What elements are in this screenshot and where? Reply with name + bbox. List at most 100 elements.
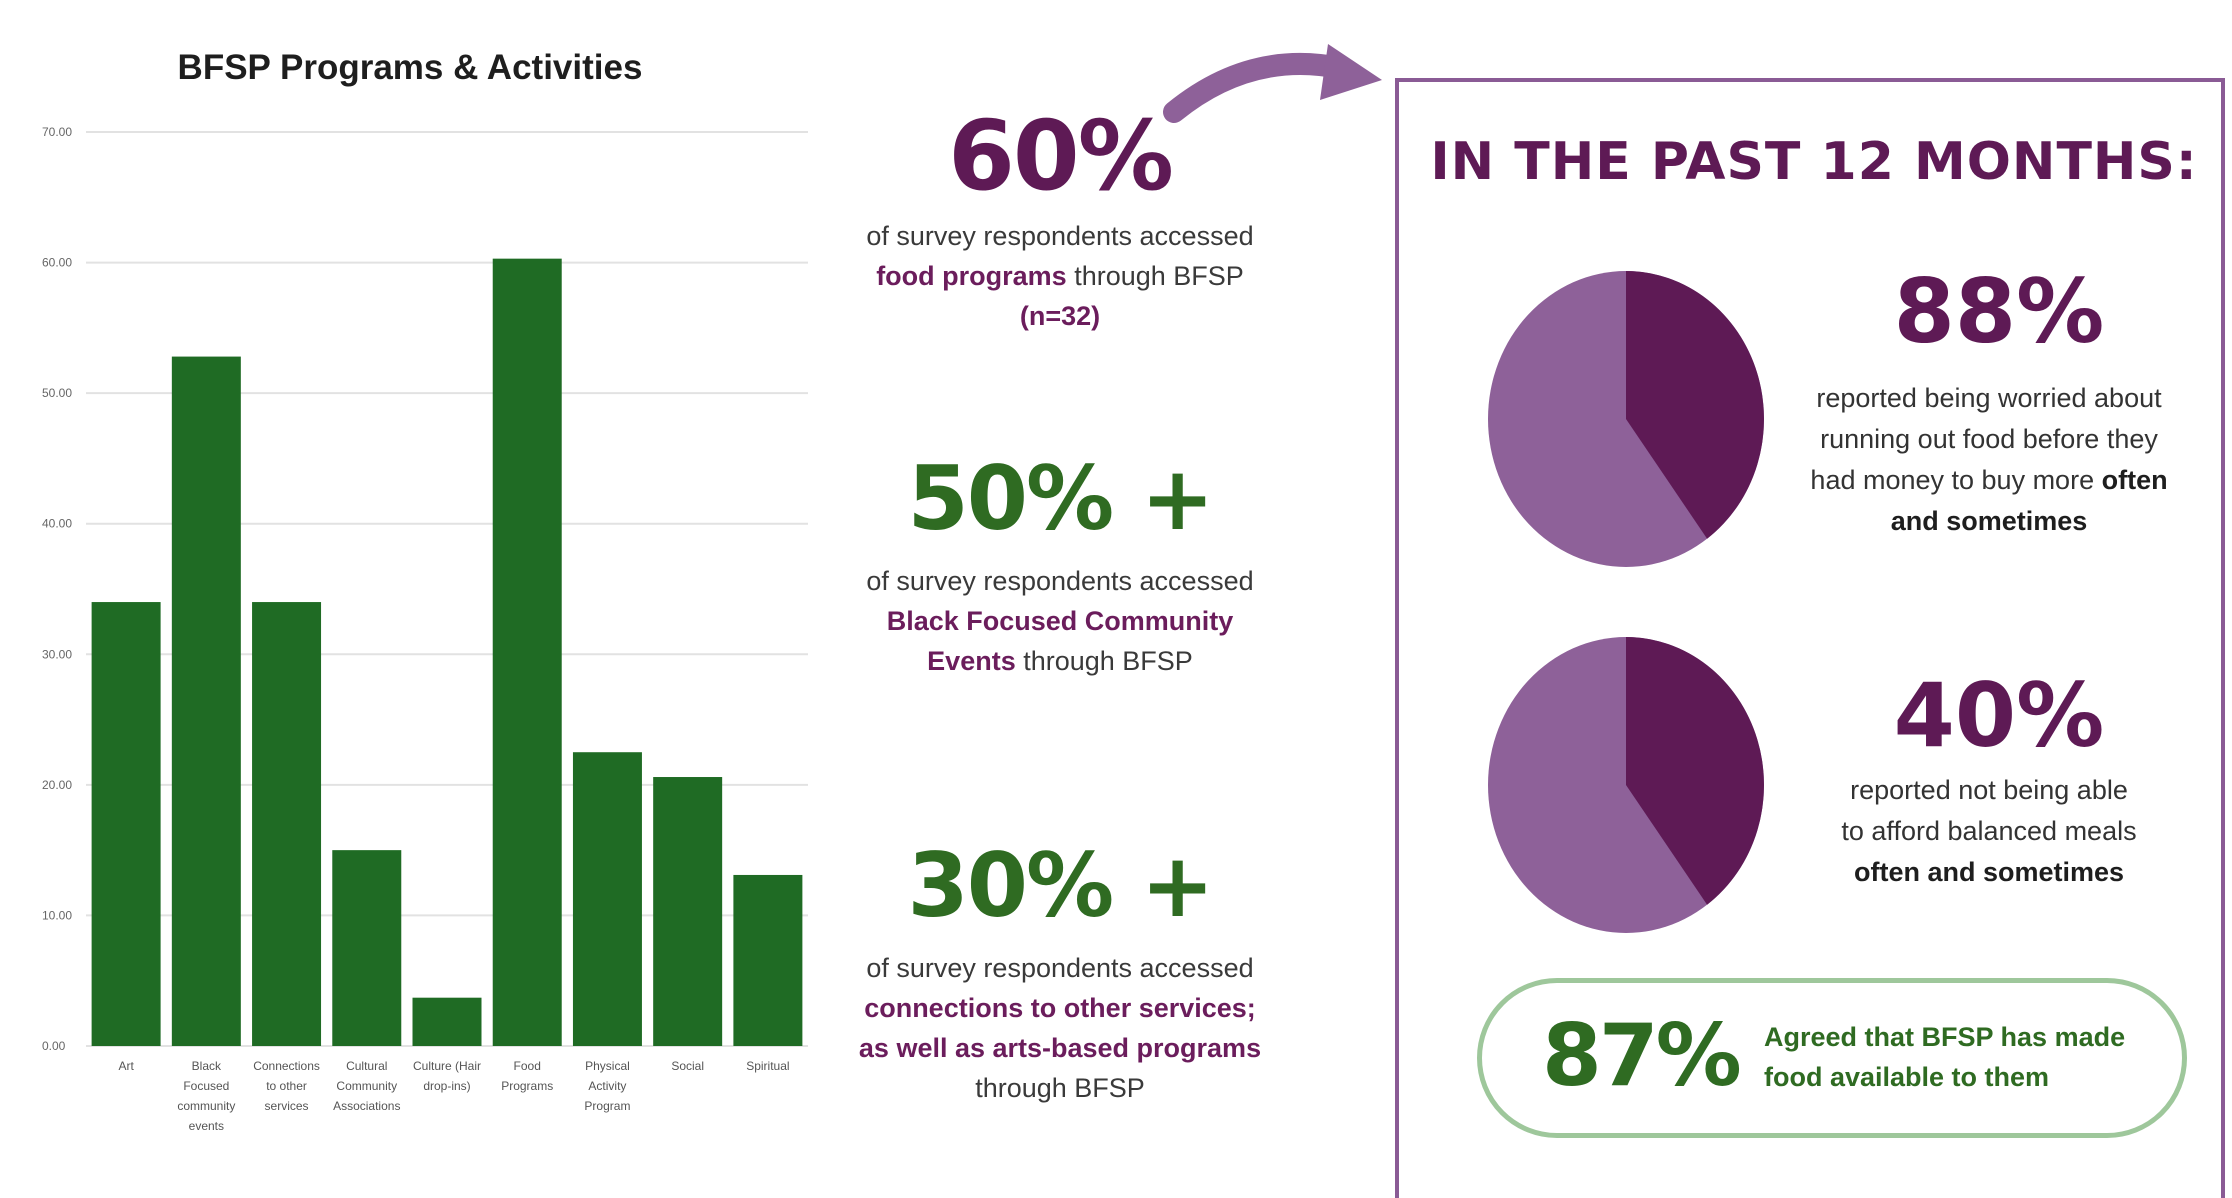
x-tick-label: Art [118,1059,134,1073]
bar [171,356,241,1046]
x-tick-label: services [265,1099,309,1113]
body-text: running out food before they [1820,424,2158,454]
bar-chart: 0.00 10.00 20.00 30.00 40.00 50.00 60.00 70.00 A… [42,125,808,1133]
bar [91,602,161,1046]
x-tick-label: Social [671,1059,704,1073]
agreement-value: 87% [1542,1006,1742,1106]
body-text: through BFSP [975,1073,1145,1103]
body-text: of survey respondents accessed [866,221,1254,251]
highlighted-text: (n=32) [1019,301,1101,331]
highlighted-text: Events [927,646,1016,676]
y-tick-label: 60.00 [42,256,72,270]
agreement-callout: 87% Agreed that BFSP has made food avail… [1477,978,2187,1138]
x-tick-label: events [189,1119,224,1133]
stat-connections-services-text: of survey respondents accessed connection… [840,948,1280,1108]
stat-text-line: connections to other services; [840,988,1280,1028]
pie-slice-highlight [1626,637,1764,905]
stat-text-line: (n=32) [840,296,1280,336]
bar [653,777,723,1046]
x-tick-label: Cultural [346,1059,387,1073]
stat-text-line: of survey respondents accessed [840,561,1280,601]
x-tick-label: Associations [333,1099,400,1113]
stat-text-line: running out food before they [1769,419,2209,460]
stat-food-programs-text: of survey respondents accessed food progr… [840,216,1280,336]
x-tick-label: Culture (Hair [413,1059,481,1073]
stat-black-focused-events-text: of survey respondents accessed Black Focu… [840,561,1280,681]
stat-connections-services: 30% + of survey respondents accessed conn… [840,842,1280,1108]
stat-text-line: Events through BFSP [840,641,1280,681]
y-tick-label: 40.00 [42,517,72,531]
x-tick-label: Program [584,1099,630,1113]
x-tick-label: Programs [501,1079,553,1093]
stat-text-line: food programs through BFSP [840,256,1280,296]
y-tick-label: 30.00 [42,647,72,661]
x-tick-label: Physical [585,1059,630,1073]
stat-food-programs: 60% of survey respondents accessed food p… [840,108,1280,336]
stat-balanced-meals-text: reported not being able to afford balance… [1769,770,2209,893]
bar-chart-panel: BFSP Programs & Activities 0.00 10.00 20.0… [0,0,820,1185]
body-text: of survey respondents accessed [866,566,1254,596]
bold-text: often [2101,465,2168,495]
x-tick-label: Spiritual [746,1059,789,1073]
stat-text-line: Black Focused Community [840,601,1280,641]
chart-title: BFSP Programs & Activities [177,48,643,87]
highlighted-text: connections to other services; [864,993,1256,1023]
body-text: had money to buy more [1810,465,2102,495]
stat-text-line: had money to buy more often [1769,460,2209,501]
stat-balanced-meals-value: 40% [1893,664,2105,767]
x-tick-label: Community [336,1079,397,1093]
x-tick-label: to other [266,1079,307,1093]
stat-black-focused-events-value: 50% + [907,447,1214,550]
x-tick-label: community [177,1099,235,1113]
stat-worried-text: reported being worried about running out … [1769,378,2209,542]
stat-text-line: to afford balanced meals [1769,811,2209,852]
bar [412,997,482,1046]
stat-text-line: through BFSP [840,1068,1280,1108]
y-tick-label: 20.00 [42,778,72,792]
y-tick-label: 50.00 [42,386,72,400]
y-tick-label: 10.00 [42,908,72,922]
past-12-months-heading: IN THE PAST 12 MONTHS: [1430,132,2198,192]
y-tick-label: 0.00 [42,1039,66,1053]
bar [733,874,803,1046]
stat-text-line: reported being worried about [1769,378,2209,419]
bar [572,752,642,1046]
body-text: of survey respondents accessed [866,953,1254,983]
stat-text-line: of survey respondents accessed [840,948,1280,988]
pie-chart-balanced-meals [1488,637,1764,933]
stat-black-focused-events: 50% + of survey respondents accessed Blac… [840,455,1280,681]
pie-chart-worried [1488,271,1764,567]
past-12-months-panel: IN THE PAST 12 MONTHS: 88% reported bein… [1395,78,2225,1198]
body-text: through BFSP [1015,646,1193,676]
x-tick-label: Food [514,1059,541,1073]
bar [332,850,402,1046]
pie-slice-highlight [1626,271,1764,539]
highlighted-text: food programs [876,261,1067,291]
bold-text: and sometimes [1890,506,2088,536]
body-text: reported not being able [1850,775,2128,805]
x-tick-label: Activity [588,1079,626,1093]
body-text: reported being worried about [1816,383,2162,413]
agreement-text: Agreed that BFSP has made food available… [1764,1022,2126,1092]
stat-text-line: and sometimes [1769,501,2209,542]
y-tick-label: 70.00 [42,125,72,139]
stat-connections-services-value: 30% + [907,834,1214,937]
body-text: through BFSP [1066,261,1244,291]
body-text: to afford balanced meals [1841,816,2137,846]
stat-text-line: reported not being able [1769,770,2209,811]
x-tick-label: Focused [183,1079,229,1093]
x-tick-label: drop-ins) [423,1079,470,1093]
curved-arrow-icon [1163,44,1382,123]
stat-food-programs-value: 60% [948,100,1174,212]
x-tick-label: Black [192,1059,222,1073]
stat-text-line: of survey respondents accessed [840,216,1280,256]
bold-text: often and sometimes [1853,857,2125,887]
highlighted-text: Black Focused Community [886,606,1234,636]
bar [492,258,562,1046]
stat-text-line: as well as arts-based programs [840,1028,1280,1068]
stat-text-line: often and sometimes [1769,852,2209,893]
stat-worried-value: 88% [1893,260,2105,363]
x-tick-label: Connections [253,1059,320,1073]
highlighted-text: as well as arts-based programs [858,1033,1262,1063]
bar [252,602,322,1046]
